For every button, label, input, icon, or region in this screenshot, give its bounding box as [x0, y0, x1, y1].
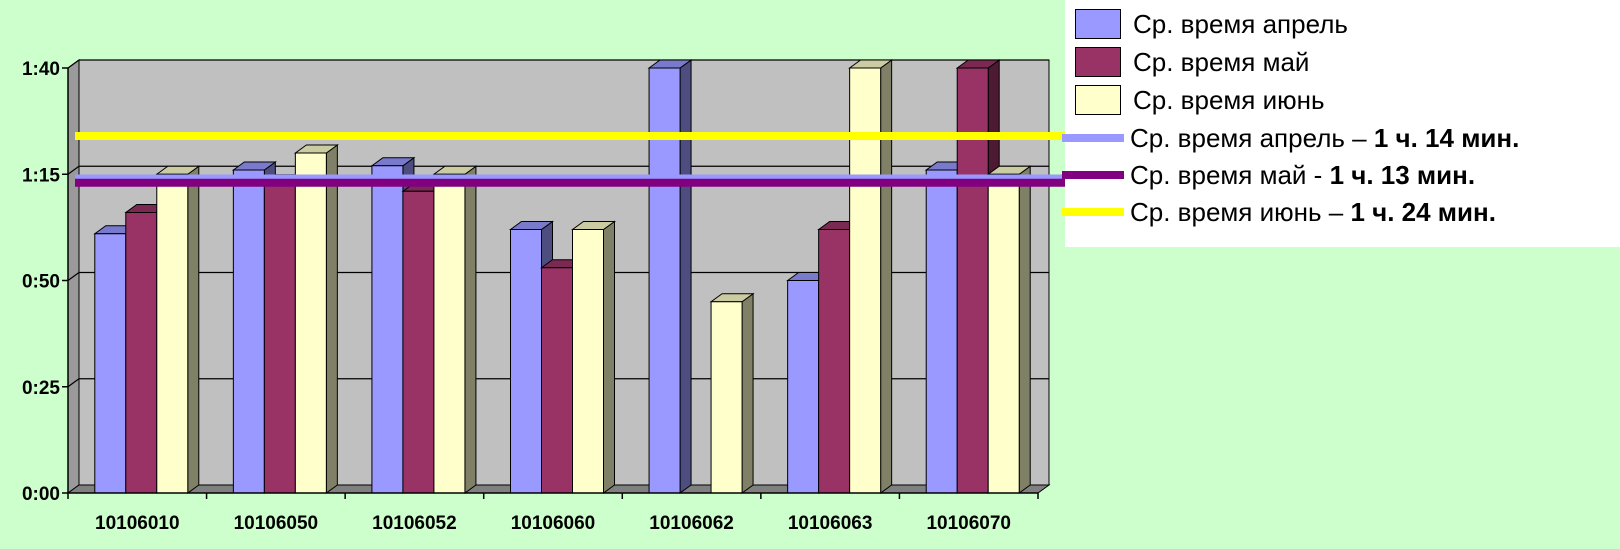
bar-front: [956, 67, 989, 494]
legend-item-june: Ср. время июнь: [1065, 82, 1325, 118]
bar-front: [648, 67, 681, 494]
y-axis-ticks: 0:00 0:25 0:50 1:15 1:40: [22, 59, 68, 505]
bar: [155, 165, 201, 494]
legend-value-avg-april: 1 ч. 14 мин.: [1373, 122, 1520, 153]
legend-label-june: Ср. время июнь: [1133, 84, 1325, 115]
bar-side: [187, 165, 200, 494]
legend-item-avg-june: Ср. время июнь – 1 ч. 24 мин.: [1062, 194, 1496, 230]
bar-front: [263, 182, 296, 494]
bar-side: [464, 165, 477, 494]
bar-front: [572, 229, 604, 494]
bar: [709, 292, 755, 494]
bar-front: [510, 229, 542, 494]
legend-label-avg-june: Ср. время июнь –: [1130, 196, 1351, 227]
bar-front: [987, 173, 1020, 494]
legend-item-avg-april: Ср. время апрель – 1 ч. 14 мин.: [1062, 120, 1520, 156]
legend: Ср. время апрель Ср. время май Ср. время…: [1062, 0, 1620, 247]
bar: [647, 59, 693, 494]
bar: [848, 59, 894, 494]
bar-front: [371, 165, 404, 494]
bar-front: [433, 173, 466, 494]
legend-item-avg-may: Ср. время май - 1 ч. 13 мин.: [1062, 157, 1476, 193]
bar-front: [849, 67, 882, 494]
bar-side: [741, 292, 754, 494]
bar-front: [710, 301, 743, 494]
x-tick-label: 10106052: [372, 513, 457, 534]
y-tick-label: 0:25: [22, 378, 60, 399]
legend-label-avg-april: Ср. время апрель –: [1130, 122, 1374, 153]
legend-swatch-april: [1075, 9, 1121, 39]
bar-front: [787, 280, 820, 494]
legend-line-avg-june: [1062, 208, 1124, 216]
bar-side: [325, 144, 338, 494]
legend-value-avg-may: 1 ч. 13 мин.: [1329, 159, 1476, 190]
bar-front: [402, 190, 435, 494]
y-tick-label: 0:00: [22, 484, 60, 505]
bar-front: [294, 152, 327, 494]
gridline-side: [67, 272, 80, 281]
bar-front: [541, 267, 573, 494]
y-tick-label: 1:15: [22, 165, 60, 186]
legend-swatch-may: [1075, 47, 1121, 77]
legend-line-avg-may: [1062, 171, 1124, 179]
bar-front: [818, 229, 851, 494]
legend-line-avg-april: [1062, 134, 1124, 142]
legend-item-april: Ср. время апрель: [1065, 6, 1348, 42]
bar: [570, 220, 617, 494]
bar: [432, 165, 478, 494]
x-tick-label: 10106062: [649, 513, 734, 534]
gridline-side: [67, 59, 80, 69]
legend-swatch-june: [1075, 85, 1121, 115]
legend-label-april: Ср. время апрель: [1133, 8, 1348, 39]
x-tick-label: 10106050: [234, 513, 319, 534]
gridline-side: [67, 378, 80, 388]
y-tick-label: 0:50: [22, 272, 60, 293]
legend-label-may: Ср. время май: [1133, 46, 1310, 77]
bar: [986, 165, 1032, 494]
y-tick-label: 1:40: [22, 59, 60, 80]
bar-side: [1018, 165, 1031, 494]
x-tick-label: 10106010: [95, 513, 180, 534]
gridline-side: [67, 165, 80, 175]
bar-side: [679, 59, 692, 494]
x-axis-ticks: 10106010 10106050 10106052 10106060 10106062…: [67, 493, 1039, 534]
x-tick-label: 10106063: [788, 513, 873, 534]
bar-side: [880, 59, 893, 494]
x-tick-label: 10106070: [926, 513, 1011, 534]
bar-front: [232, 169, 265, 494]
bar-front: [94, 233, 127, 494]
x-tick-label: 10106060: [511, 513, 596, 534]
bar-side: [603, 220, 615, 494]
legend-value-avg-june: 1 ч. 24 мин.: [1350, 196, 1496, 227]
bar-front: [156, 173, 189, 494]
bar: [293, 144, 339, 494]
reference-lines: [75, 132, 1070, 187]
legend-label-avg-may: Ср. время май -: [1130, 159, 1330, 190]
bar-front: [125, 212, 158, 494]
legend-item-may: Ср. время май: [1065, 44, 1309, 80]
bar-front: [925, 169, 958, 494]
